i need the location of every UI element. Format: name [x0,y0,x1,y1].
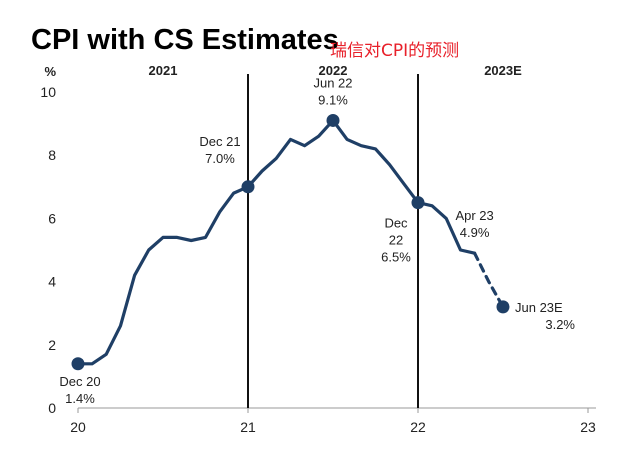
series-lines [76,118,505,366]
highlight-points [71,113,510,371]
highlight-data-label: Jun 23E [515,300,563,315]
period-dividers: 2021 2022 2023E [149,63,522,408]
x-tick-label: 23 [580,419,596,435]
y-tick-label: 10 [40,84,56,100]
y-tick-label: 6 [48,210,56,226]
x-tick-label: 21 [240,419,256,435]
highlight-data-label: Jun 22 [313,75,352,90]
highlight-data-label: 6.5% [381,250,411,265]
period-label: 2021 [149,63,178,78]
annotation-label: Apr 23 [455,208,493,223]
x-tick-label: 20 [70,419,86,435]
chart-subtitle: 瑞信对CPI的预测 [330,41,460,61]
y-unit-label: % [44,64,56,79]
period-label: 2022 [319,63,348,78]
y-tick-label: 0 [48,400,56,416]
period-label: 2023E [484,63,522,78]
actual-cpi-line [76,118,477,366]
x-tick-label: 22 [410,419,426,435]
highlight-data-label: Dec [384,216,408,231]
highlight-point [71,357,85,371]
annotation-label: 4.9% [460,225,490,240]
highlight-point [411,196,425,210]
chart-title: CPI with CS Estimates [31,24,339,56]
highlight-data-label: 22 [389,233,403,248]
highlight-point [326,113,340,127]
highlight-data-label: Dec 21 [199,134,240,149]
highlight-data-label: 7.0% [205,151,235,166]
highlight-data-label: Dec 20 [59,374,100,389]
forecast-line [473,251,505,309]
y-tick-label: 2 [48,337,56,353]
y-tick-label: 8 [48,147,56,163]
highlight-data-label: 3.2% [545,317,575,332]
data-labels: Dec 20 1.4% Dec 21 7.0% Jun 22 9.1% Dec 22 6.5% J… [59,75,575,405]
highlight-data-label: 1.4% [65,391,95,406]
highlight-data-label: 9.1% [318,92,348,107]
highlight-point [496,300,510,314]
highlight-point [241,180,255,194]
y-tick-label: 4 [48,274,56,290]
